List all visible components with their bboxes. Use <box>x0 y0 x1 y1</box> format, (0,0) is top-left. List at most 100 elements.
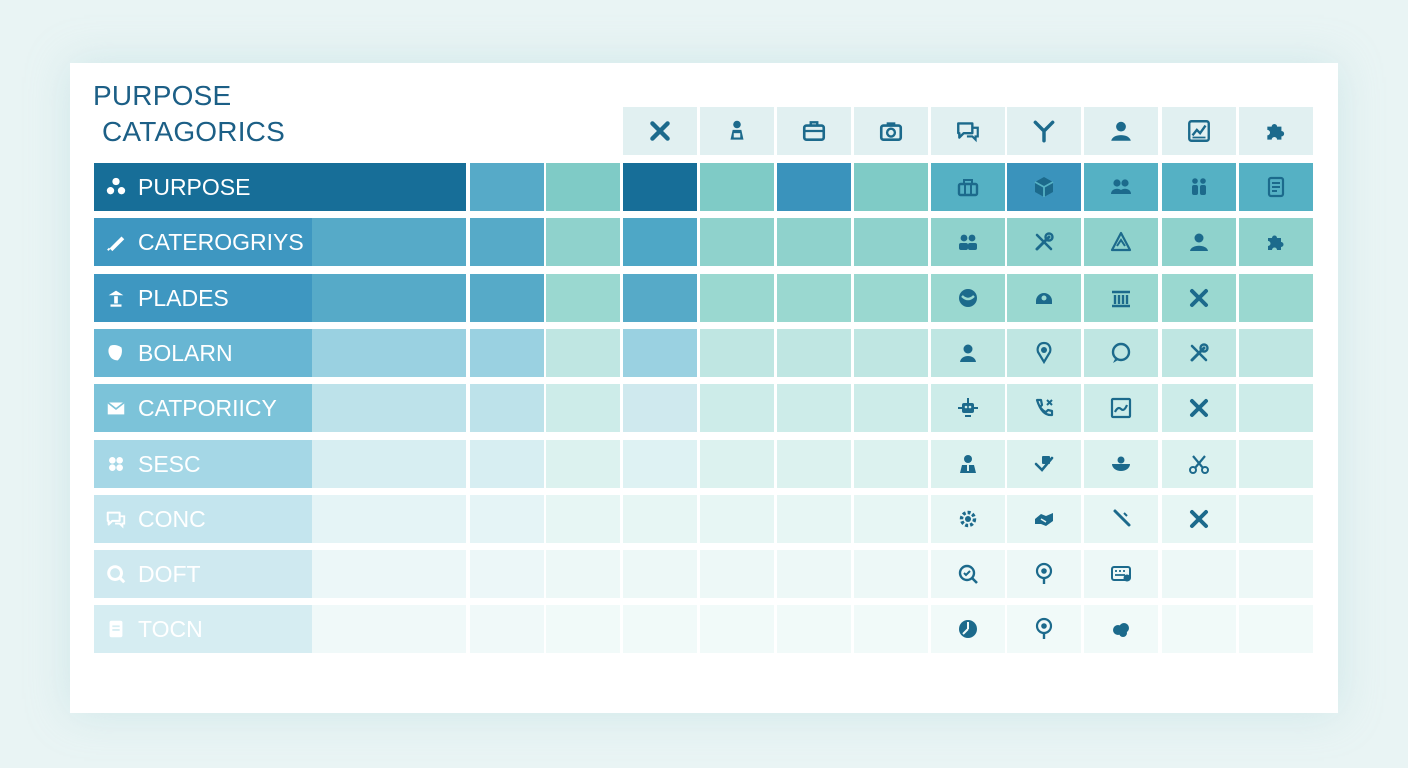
matrix-cell[interactable] <box>700 384 774 432</box>
matrix-cell[interactable] <box>931 329 1005 377</box>
matrix-cell[interactable] <box>1239 163 1313 211</box>
matrix-cell[interactable] <box>777 605 851 653</box>
matrix-cell[interactable] <box>1007 495 1081 543</box>
matrix-cell[interactable] <box>854 163 928 211</box>
matrix-cell[interactable] <box>854 329 928 377</box>
matrix-cell[interactable] <box>1162 163 1236 211</box>
matrix-cell[interactable] <box>854 495 928 543</box>
matrix-cell[interactable] <box>1162 605 1236 653</box>
matrix-cell[interactable] <box>700 329 774 377</box>
matrix-cell[interactable] <box>623 495 697 543</box>
matrix-cell[interactable] <box>1239 329 1313 377</box>
matrix-cell[interactable] <box>1162 329 1236 377</box>
matrix-cell[interactable] <box>1162 495 1236 543</box>
matrix-cell[interactable] <box>1084 605 1158 653</box>
matrix-cell[interactable] <box>546 274 620 322</box>
matrix-cell[interactable] <box>700 605 774 653</box>
row-label[interactable]: CONC <box>94 495 466 543</box>
matrix-cell[interactable] <box>1239 218 1313 266</box>
matrix-cell[interactable] <box>1007 218 1081 266</box>
row-label[interactable]: PLADES <box>94 274 466 322</box>
matrix-cell[interactable] <box>470 440 544 488</box>
matrix-cell[interactable] <box>931 384 1005 432</box>
matrix-cell[interactable] <box>854 384 928 432</box>
matrix-cell[interactable] <box>1239 440 1313 488</box>
matrix-cell[interactable] <box>1162 550 1236 598</box>
matrix-cell[interactable] <box>854 218 928 266</box>
matrix-cell[interactable] <box>546 495 620 543</box>
matrix-cell[interactable] <box>931 440 1005 488</box>
matrix-cell[interactable] <box>470 163 544 211</box>
matrix-cell[interactable] <box>1084 218 1158 266</box>
matrix-cell[interactable] <box>854 550 928 598</box>
matrix-cell[interactable] <box>777 550 851 598</box>
matrix-cell[interactable] <box>931 274 1005 322</box>
matrix-cell[interactable] <box>777 163 851 211</box>
matrix-cell[interactable] <box>1007 274 1081 322</box>
matrix-cell[interactable] <box>623 163 697 211</box>
matrix-cell[interactable] <box>470 218 544 266</box>
matrix-cell[interactable] <box>1239 550 1313 598</box>
matrix-cell[interactable] <box>623 384 697 432</box>
matrix-cell[interactable] <box>700 550 774 598</box>
matrix-cell[interactable] <box>1162 274 1236 322</box>
matrix-cell[interactable] <box>1162 384 1236 432</box>
matrix-cell[interactable] <box>700 218 774 266</box>
row-label[interactable]: BOLARN <box>94 329 466 377</box>
matrix-cell[interactable] <box>777 384 851 432</box>
matrix-cell[interactable] <box>700 274 774 322</box>
matrix-cell[interactable] <box>854 440 928 488</box>
matrix-cell[interactable] <box>1162 218 1236 266</box>
matrix-cell[interactable] <box>700 163 774 211</box>
matrix-cell[interactable] <box>1007 329 1081 377</box>
matrix-cell[interactable] <box>1084 440 1158 488</box>
row-label[interactable]: SESC <box>94 440 466 488</box>
matrix-cell[interactable] <box>700 440 774 488</box>
matrix-cell[interactable] <box>546 329 620 377</box>
matrix-cell[interactable] <box>546 218 620 266</box>
matrix-cell[interactable] <box>777 329 851 377</box>
matrix-cell[interactable] <box>777 440 851 488</box>
matrix-cell[interactable] <box>1239 274 1313 322</box>
matrix-cell[interactable] <box>623 605 697 653</box>
row-label[interactable]: PURPOSE <box>94 163 466 211</box>
matrix-cell[interactable] <box>546 384 620 432</box>
matrix-cell[interactable] <box>623 440 697 488</box>
matrix-cell[interactable] <box>1007 605 1081 653</box>
row-label[interactable]: DOFT <box>94 550 466 598</box>
matrix-cell[interactable] <box>1007 163 1081 211</box>
matrix-cell[interactable] <box>931 605 1005 653</box>
matrix-cell[interactable] <box>470 384 544 432</box>
matrix-cell[interactable] <box>1007 550 1081 598</box>
matrix-cell[interactable] <box>854 274 928 322</box>
row-label[interactable]: CATPORIICY <box>94 384 466 432</box>
matrix-cell[interactable] <box>931 495 1005 543</box>
matrix-cell[interactable] <box>777 218 851 266</box>
matrix-cell[interactable] <box>700 495 774 543</box>
matrix-cell[interactable] <box>777 495 851 543</box>
matrix-cell[interactable] <box>1084 495 1158 543</box>
matrix-cell[interactable] <box>546 163 620 211</box>
matrix-cell[interactable] <box>931 163 1005 211</box>
matrix-cell[interactable] <box>931 218 1005 266</box>
matrix-cell[interactable] <box>470 274 544 322</box>
row-label[interactable]: TOCN <box>94 605 466 653</box>
matrix-cell[interactable] <box>1084 329 1158 377</box>
matrix-cell[interactable] <box>470 495 544 543</box>
matrix-cell[interactable] <box>1239 384 1313 432</box>
matrix-cell[interactable] <box>623 550 697 598</box>
matrix-cell[interactable] <box>1084 163 1158 211</box>
matrix-cell[interactable] <box>1239 605 1313 653</box>
matrix-cell[interactable] <box>777 274 851 322</box>
matrix-cell[interactable] <box>1007 440 1081 488</box>
matrix-cell[interactable] <box>1162 440 1236 488</box>
matrix-cell[interactable] <box>931 550 1005 598</box>
matrix-cell[interactable] <box>623 218 697 266</box>
matrix-cell[interactable] <box>546 440 620 488</box>
matrix-cell[interactable] <box>854 605 928 653</box>
matrix-cell[interactable] <box>470 329 544 377</box>
row-label[interactable]: CATEROGRIYS <box>94 218 466 266</box>
matrix-cell[interactable] <box>1084 550 1158 598</box>
matrix-cell[interactable] <box>1007 384 1081 432</box>
matrix-cell[interactable] <box>623 274 697 322</box>
